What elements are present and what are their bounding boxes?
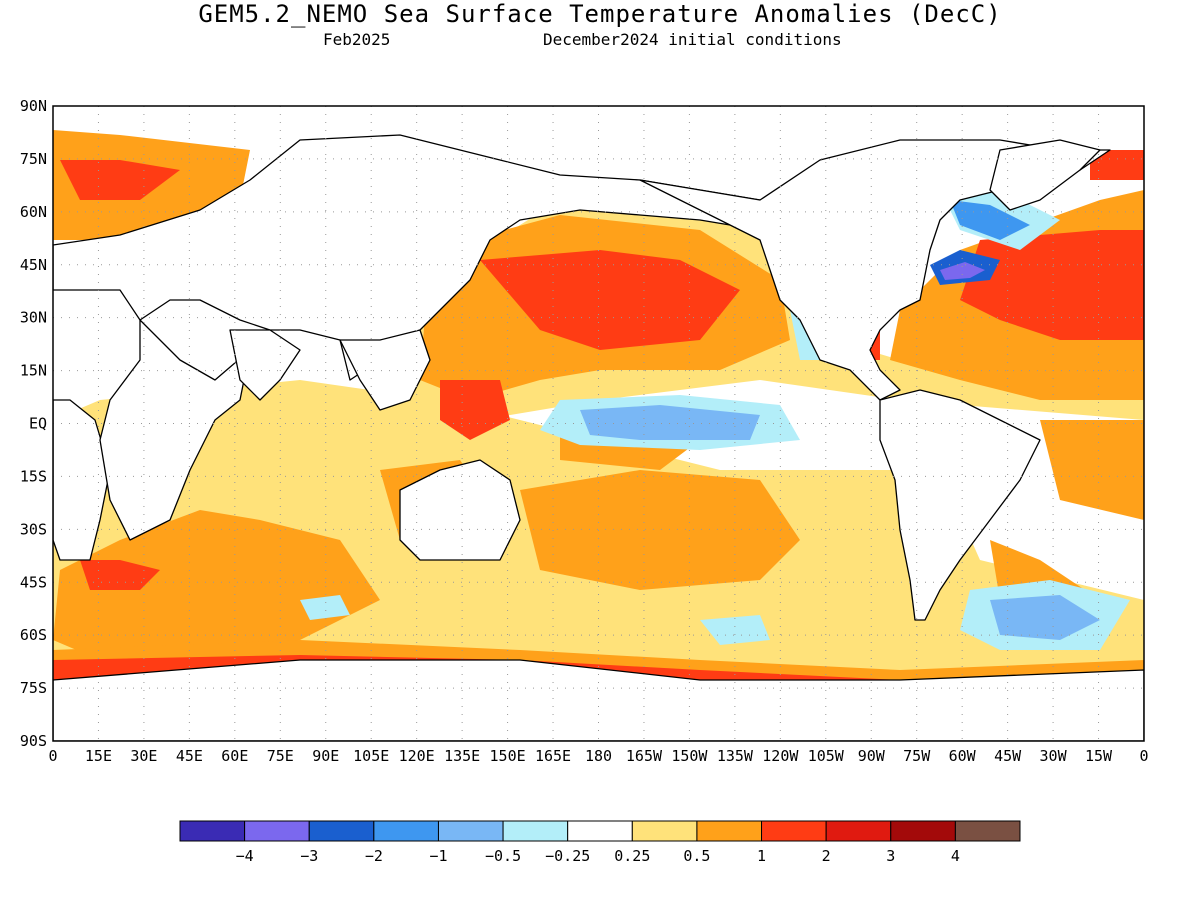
legend-swatch (890, 820, 956, 842)
legend-label: −3 (300, 847, 318, 865)
map-title: GEM5.2_NEMO Sea Surface Temperature Anom… (198, 0, 1002, 28)
anomaly-region (60, 160, 180, 200)
longitude-label: 165W (626, 747, 663, 765)
anomaly-region (1040, 420, 1144, 520)
legend-swatch (696, 820, 763, 842)
legend-swatch (761, 820, 827, 842)
land-eurasia (53, 134, 781, 381)
land-antarctica (53, 659, 1144, 741)
legend-swatch (373, 820, 439, 842)
legend-swatch (825, 820, 892, 842)
longitude-label: 105W (808, 747, 845, 765)
anomaly-region (480, 250, 740, 350)
longitude-label: 75E (267, 747, 294, 765)
latitude-label: 90S (20, 732, 47, 750)
longitude-label: 135W (717, 747, 754, 765)
anomaly-region (790, 310, 820, 360)
longitude-label: 180 (585, 747, 612, 765)
longitude-label: 90W (858, 747, 886, 765)
longitude-label: 165E (535, 747, 571, 765)
land-africa-east (99, 319, 251, 541)
legend-swatch (244, 820, 310, 842)
legend-label: 3 (886, 847, 895, 865)
latitude-label: 90N (20, 97, 47, 115)
longitude-label: 120W (762, 747, 799, 765)
latitude-label: 60N (20, 203, 47, 221)
anomaly-region (80, 560, 160, 590)
longitude-label: 60E (221, 747, 248, 765)
longitude-label: 150E (490, 747, 526, 765)
anomaly-region (1090, 150, 1144, 180)
latitude-label: 45N (20, 256, 47, 274)
longitude-label: 45W (994, 747, 1022, 765)
legend-label: −0.25 (545, 847, 590, 865)
latitude-label: 15N (20, 362, 47, 380)
land-australia (399, 459, 521, 561)
latitude-label: 75S (20, 679, 47, 697)
longitude-label: 30W (1040, 747, 1068, 765)
land-southeast-asia (339, 329, 431, 411)
legend-label: −4 (236, 847, 254, 865)
latitude-label: 30N (20, 309, 47, 327)
longitude-label: 0 (1139, 747, 1148, 765)
legend-swatch (502, 820, 569, 842)
legend-label: −1 (429, 847, 447, 865)
land-africa (53, 399, 111, 561)
longitude-label: 105E (353, 747, 389, 765)
anomaly-region (580, 405, 760, 440)
latitude-tick-labels: 90N 75N 60N 45N 30N 15N EQ 15S 30S 45S 60S 75S 90S (20, 97, 47, 750)
forecast-month: Feb2025 (323, 30, 391, 49)
latitude-label: 75N (20, 150, 47, 168)
landmasses (53, 134, 1144, 741)
land-south-america (879, 389, 1041, 621)
legend-swatch (567, 820, 633, 842)
legend-swatch (437, 820, 504, 842)
latitude-label: EQ (29, 415, 47, 433)
legend-label: 4 (951, 847, 960, 865)
latitude-label: 15S (20, 467, 47, 485)
longitude-label: 60W (949, 747, 977, 765)
legend-label: 0.5 (683, 847, 710, 865)
legend-swatch (179, 820, 246, 842)
legend-label: 0.25 (614, 847, 650, 865)
anomaly-region (950, 200, 1030, 240)
legend-swatch (954, 820, 1021, 842)
longitude-label: 45E (176, 747, 203, 765)
longitude-label: 30E (130, 747, 157, 765)
legend-swatch (631, 820, 698, 842)
latitude-label: 60S (20, 626, 47, 644)
anomaly-region (520, 470, 800, 590)
longitude-label: 150W (671, 747, 708, 765)
anomaly-region (990, 595, 1100, 640)
anomaly-region (300, 595, 350, 620)
anomaly-region (53, 510, 380, 660)
anomaly-region (440, 380, 510, 440)
longitude-label: 135E (444, 747, 480, 765)
latitude-label: 45S (20, 573, 47, 591)
land-greenland (989, 139, 1101, 211)
longitude-tick-labels: 0 15E 30E 45E 60E 75E 90E 105E 120E 135E 150E 165E 1… (48, 747, 1148, 765)
legend-label: −2 (365, 847, 383, 865)
longitude-label: 90E (312, 747, 339, 765)
longitude-label: 15W (1085, 747, 1113, 765)
land-north-america (639, 139, 1111, 401)
anomaly-region (940, 262, 985, 280)
anomaly-region (960, 230, 1144, 340)
color-legend: −4 −3 −2 −1 −0.5 −0.25 0.25 0.5 1 2 3 4 (179, 820, 1021, 865)
latitude-label: 30S (20, 520, 47, 538)
map-frame (52, 105, 1145, 742)
longitude-label: 120E (399, 747, 435, 765)
legend-label: 1 (757, 847, 766, 865)
legend-label: −0.5 (485, 847, 521, 865)
legend-swatch (308, 820, 375, 842)
legend-label: 2 (822, 847, 831, 865)
longitude-label: 15E (85, 747, 112, 765)
initial-conditions-label: December2024 initial conditions (543, 30, 842, 49)
longitude-label: 75W (903, 747, 931, 765)
land-india (229, 329, 301, 401)
longitude-label: 0 (48, 747, 57, 765)
anomaly-region (700, 615, 770, 645)
